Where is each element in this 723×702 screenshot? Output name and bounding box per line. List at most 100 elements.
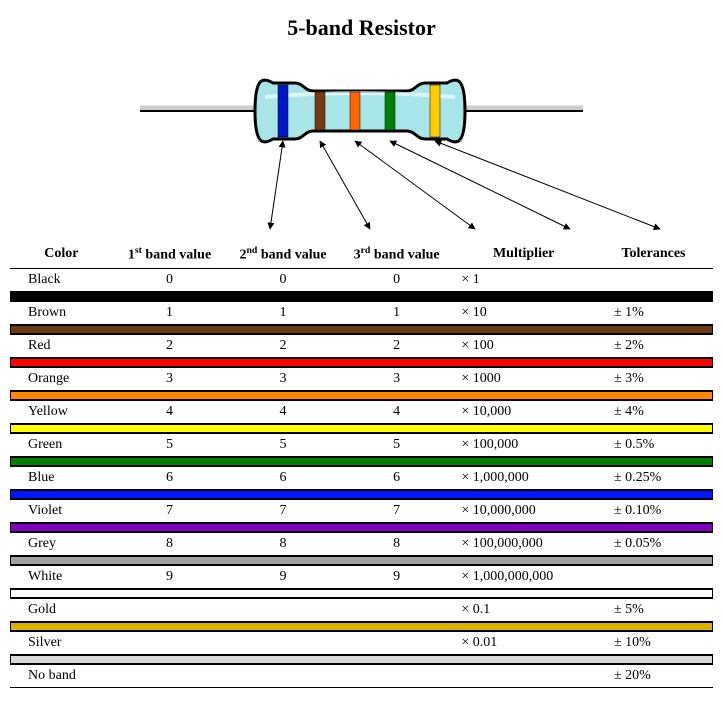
table-row: Blue666× 1,000,000± 0.25% (10, 466, 713, 489)
cell-band1: 2 (113, 334, 227, 357)
cell-band1: 6 (113, 466, 227, 489)
color-bar-row (10, 522, 713, 532)
cell-band1: 3 (113, 367, 227, 390)
cell-band2: 1 (226, 301, 340, 324)
cell-band2: 2 (226, 334, 340, 357)
cell-band3: 6 (340, 466, 454, 489)
color-bar (10, 556, 713, 565)
cell-band2: 7 (226, 499, 340, 522)
cell-band3: 1 (340, 301, 454, 324)
color-bar (10, 523, 713, 532)
cell-band3: 0 (340, 268, 454, 291)
cell-color-name: White (10, 565, 113, 588)
header-color: Color (10, 241, 113, 268)
color-bar-row (10, 621, 713, 631)
cell-multiplier: × 0.01 (453, 631, 594, 654)
cell-color-name: Gold (10, 598, 113, 621)
cell-band2 (226, 631, 340, 654)
table-row: Violet777× 10,000,000± 0.10% (10, 499, 713, 522)
cell-band2 (226, 664, 340, 687)
cell-color-name: Brown (10, 301, 113, 324)
cell-multiplier: × 0.1 (453, 598, 594, 621)
color-bar (10, 655, 713, 664)
table-row: No band ± 20% (10, 664, 713, 687)
cell-color-name: Green (10, 433, 113, 456)
cell-band3: 8 (340, 532, 454, 555)
table-row: Orange333× 1000± 3% (10, 367, 713, 390)
cell-color-name: Grey (10, 532, 113, 555)
cell-color-name: Violet (10, 499, 113, 522)
cell-tolerance: ± 5% (594, 598, 713, 621)
cell-tolerance: ± 0.10% (594, 499, 713, 522)
page-title: 5-band Resistor (10, 15, 713, 41)
cell-tolerance: ± 3% (594, 367, 713, 390)
color-bar (10, 325, 713, 334)
cell-band3: 3 (340, 367, 454, 390)
cell-band3: 2 (340, 334, 454, 357)
table-row: Silver× 0.01± 10% (10, 631, 713, 654)
header-multiplier: Multiplier (453, 241, 594, 268)
color-bar-row (10, 357, 713, 367)
table-row: Brown111× 10± 1% (10, 301, 713, 324)
cell-color-name: Orange (10, 367, 113, 390)
cell-band2: 3 (226, 367, 340, 390)
color-bar (10, 358, 713, 367)
color-bar (10, 490, 713, 499)
table-row: Yellow444× 10,000± 4% (10, 400, 713, 423)
cell-multiplier: × 10 (453, 301, 594, 324)
cell-band1: 0 (113, 268, 227, 291)
cell-color-name: Blue (10, 466, 113, 489)
color-bar (10, 457, 713, 466)
color-bar (10, 292, 713, 301)
color-bar-row (10, 390, 713, 400)
cell-multiplier: × 1 (453, 268, 594, 291)
cell-tolerance: ± 0.5% (594, 433, 713, 456)
table-row: Grey888× 100,000,000± 0.05% (10, 532, 713, 555)
color-bar (10, 622, 713, 631)
cell-color-name: No band (10, 664, 113, 687)
cell-multiplier: × 1,000,000,000 (453, 565, 594, 588)
cell-band2: 6 (226, 466, 340, 489)
cell-band2: 0 (226, 268, 340, 291)
cell-band1: 1 (113, 301, 227, 324)
cell-band2: 4 (226, 400, 340, 423)
cell-multiplier: × 100,000,000 (453, 532, 594, 555)
cell-tolerance: ± 2% (594, 334, 713, 357)
cell-band1 (113, 598, 227, 621)
cell-multiplier: × 1,000,000 (453, 466, 594, 489)
cell-band3 (340, 631, 454, 654)
table-row: Red222× 100± 2% (10, 334, 713, 357)
cell-band1: 9 (113, 565, 227, 588)
cell-band1: 4 (113, 400, 227, 423)
cell-band3: 5 (340, 433, 454, 456)
cell-band1 (113, 664, 227, 687)
cell-tolerance: ± 4% (594, 400, 713, 423)
cell-band3: 9 (340, 565, 454, 588)
cell-band2: 8 (226, 532, 340, 555)
color-code-table: Color 1st band value 2nd band value 3rd … (10, 241, 713, 688)
color-bar-row (10, 555, 713, 565)
table-row: White999× 1,000,000,000 (10, 565, 713, 588)
cell-tolerance (594, 565, 713, 588)
color-bar-row (10, 489, 713, 499)
cell-tolerance: ± 20% (594, 664, 713, 687)
cell-band1: 8 (113, 532, 227, 555)
cell-multiplier: × 100,000 (453, 433, 594, 456)
cell-tolerance: ± 0.25% (594, 466, 713, 489)
cell-multiplier: × 100 (453, 334, 594, 357)
cell-band1 (113, 631, 227, 654)
cell-tolerance: ± 1% (594, 301, 713, 324)
cell-multiplier: × 10,000,000 (453, 499, 594, 522)
color-bar-row (10, 588, 713, 598)
cell-multiplier: × 1000 (453, 367, 594, 390)
cell-color-name: Yellow (10, 400, 113, 423)
header-band3: 3rd band value (340, 241, 454, 268)
color-bar-row (10, 291, 713, 301)
header-band2: 2nd band value (226, 241, 340, 268)
cell-band3 (340, 664, 454, 687)
cell-band2 (226, 598, 340, 621)
cell-multiplier: × 10,000 (453, 400, 594, 423)
color-bar (10, 589, 713, 598)
table-header-row: Color 1st band value 2nd band value 3rd … (10, 241, 713, 268)
header-band1: 1st band value (113, 241, 227, 268)
